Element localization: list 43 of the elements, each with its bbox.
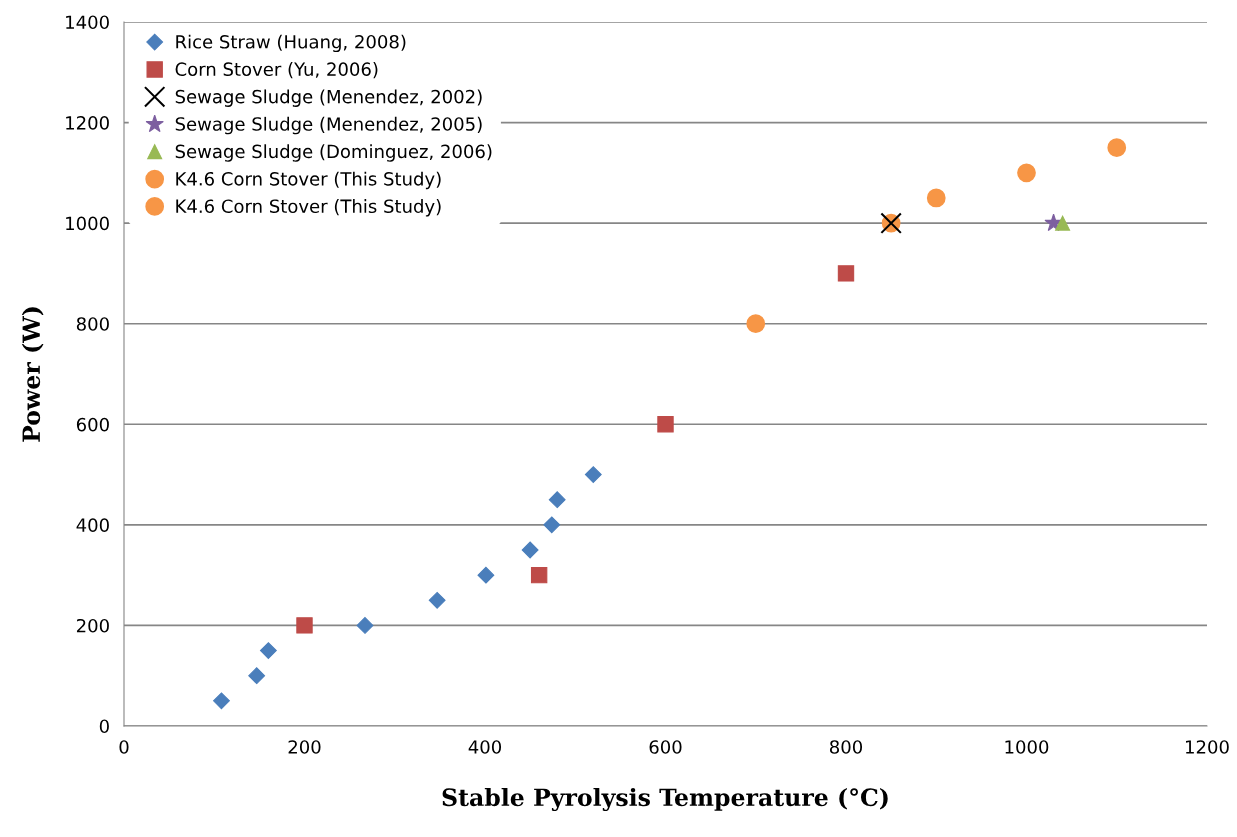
- point: [837, 265, 855, 282]
- y-tick-label: 1000: [66, 216, 109, 231]
- point: [428, 591, 446, 609]
- y-tick-label: 600: [76, 417, 109, 432]
- y-tick-label: 400: [76, 518, 109, 532]
- point: [259, 642, 277, 659]
- point: [248, 667, 266, 685]
- y-tick-label: 200: [76, 618, 109, 633]
- point: [530, 566, 548, 584]
- point: [521, 541, 539, 559]
- y-tick-label: 1400: [66, 15, 109, 30]
- x-tick-label: 400: [468, 740, 502, 754]
- legend-label: Sewage Sludge (Dominguez, 2006): [175, 144, 492, 162]
- point: [1017, 163, 1036, 183]
- x-tick-label: 0: [119, 740, 129, 754]
- point: [746, 314, 766, 334]
- point: [543, 516, 561, 534]
- x-tick-label: 1200: [1186, 740, 1229, 754]
- legend-label: Sewage Sludge (Menendez, 2005): [175, 116, 482, 135]
- x-axis-title: Stable Pyrolysis Temperature (°C): [442, 787, 888, 812]
- legend-label: K4.6 Corn Stover (This Study): [176, 171, 441, 190]
- point: [1055, 215, 1071, 231]
- legend-label: Rice Straw (Huang, 2008): [176, 34, 406, 53]
- point: [477, 566, 495, 584]
- legend-label: Sewage Sludge (Menendez, 2002): [175, 89, 482, 107]
- x-tick-label: 200: [288, 740, 321, 754]
- point: [584, 466, 602, 483]
- point: [926, 188, 946, 208]
- point: [1107, 138, 1127, 158]
- y-tick-label: 0: [99, 719, 109, 734]
- point: [296, 617, 313, 634]
- y-tick-label: 800: [76, 317, 109, 331]
- x-tick-label: 600: [649, 740, 682, 754]
- x-tick-label: 1000: [1005, 740, 1049, 754]
- legend-label: K4.6 Corn Stover (This Study): [176, 199, 441, 217]
- point: [213, 692, 230, 710]
- point: [548, 491, 566, 509]
- y-axis-title: Power (W): [21, 307, 44, 442]
- y-tick-label: 1200: [66, 116, 109, 130]
- x-tick-label: 800: [829, 740, 863, 754]
- point: [657, 416, 674, 433]
- point: [356, 617, 374, 634]
- legend-label: Corn Stover (Yu, 2006): [175, 62, 378, 79]
